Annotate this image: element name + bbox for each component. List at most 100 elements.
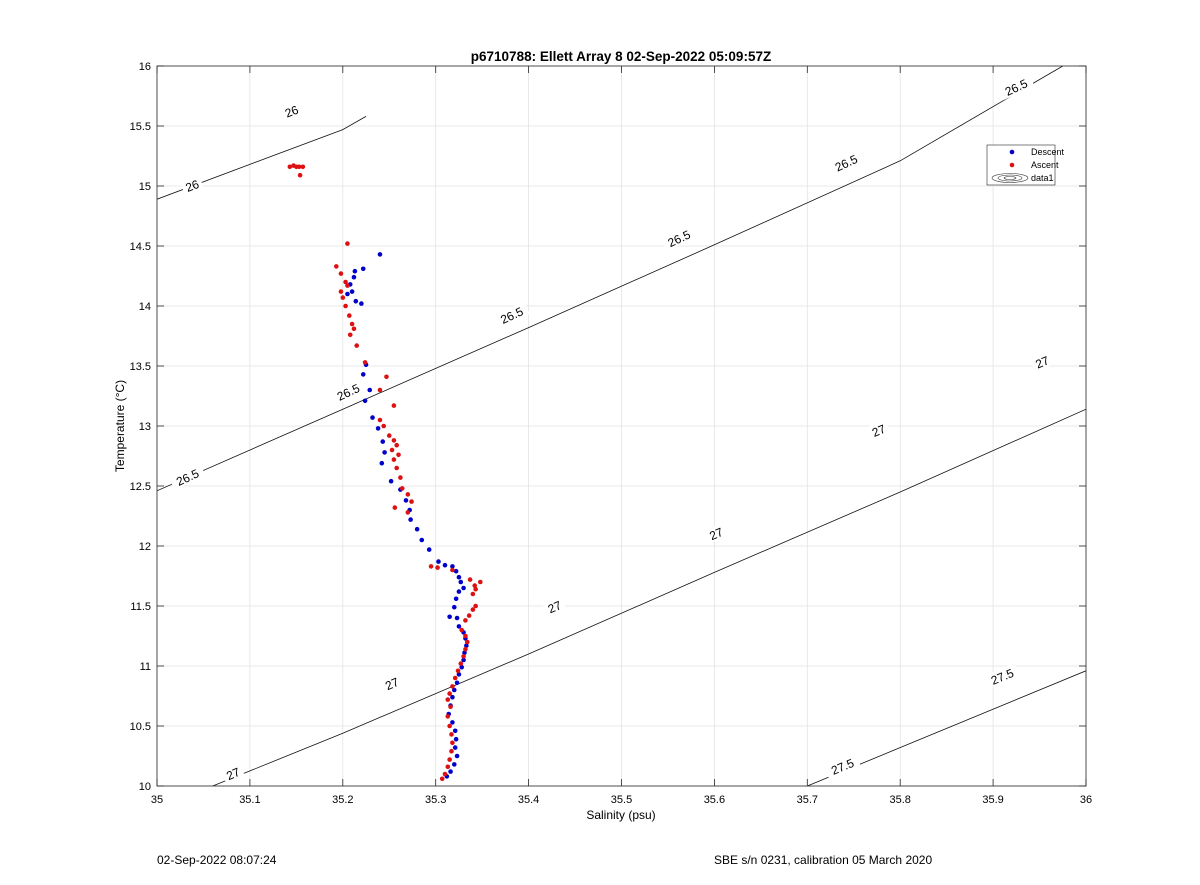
data-point-ascent (345, 241, 350, 246)
contour-label-bg (823, 752, 861, 779)
data-point-ascent (463, 633, 468, 639)
contour-label-bg (220, 762, 245, 784)
data-point-ascent (466, 613, 472, 618)
data-point-ascent (300, 164, 306, 170)
data-point-descent (448, 769, 453, 774)
contour-label-text: 27 (224, 765, 242, 783)
data-point-descent (351, 274, 357, 280)
data-point-descent (451, 762, 457, 767)
data-point-ascent (473, 603, 478, 609)
data-point-ascent (409, 499, 414, 504)
data-point-descent (377, 252, 383, 257)
data-point-descent (464, 643, 469, 648)
contour-label: 26 (279, 100, 304, 121)
data-point-descent (375, 426, 381, 431)
contour-label-text: 26 (283, 103, 301, 121)
data-point-descent (450, 564, 455, 569)
data-point-descent (456, 672, 462, 677)
data-point-descent (458, 579, 464, 585)
data-point-ascent (349, 321, 355, 327)
data-point-ascent (470, 591, 476, 597)
data-point-ascent (439, 776, 445, 782)
data-point-descent (462, 650, 467, 656)
data-point-descent (454, 680, 460, 686)
data-point-ascent (297, 172, 303, 178)
data-point-ascent (340, 295, 346, 300)
data-point-ascent (447, 691, 452, 696)
x-tick-label: 35.1 (239, 794, 260, 806)
data-point-descent (461, 657, 466, 663)
data-point-ascent (442, 771, 448, 777)
data-point-ascent (343, 279, 348, 285)
data-point-descent (452, 745, 458, 750)
contour-label-text: 27 (707, 525, 725, 543)
data-point-descent (353, 298, 359, 304)
data-point-descent (403, 498, 409, 503)
data-point-ascent (455, 668, 461, 674)
data-point-ascent (391, 438, 397, 443)
density-contour-labels: 262626.526.526.526.526.526.5272727272727… (168, 73, 1054, 784)
data-point-ascent (347, 332, 353, 338)
contour-line (212, 408, 1086, 786)
data-point-ascent (450, 684, 455, 689)
contour-label: 26 (180, 174, 204, 196)
data-point-descent (419, 537, 425, 543)
data-point-ascent (386, 433, 392, 438)
data-point-ascent (398, 475, 403, 480)
data-point-ascent (351, 326, 357, 332)
data-point-ascent (461, 654, 466, 659)
data-point-ascent (448, 704, 453, 710)
contour-label: 27 (866, 419, 891, 441)
data-point-descent (426, 547, 432, 552)
legend-label-descent: Descent (1031, 147, 1065, 157)
contour-label-bg (866, 419, 891, 441)
data-point-ascent (463, 618, 468, 623)
data-point-ascent (470, 607, 476, 612)
data-point-ascent (396, 452, 401, 458)
legend-label-data1: data1 (1031, 173, 1054, 183)
contour-label: 27 (542, 595, 567, 617)
contour-label-bg (542, 595, 567, 617)
data-point-ascent (362, 360, 368, 365)
contour-label: 27 (220, 762, 245, 784)
y-tick-label: 11 (140, 661, 151, 673)
y-tick-label: 16 (139, 61, 151, 73)
contour-label-bg (329, 377, 367, 406)
y-tick-label: 12.5 (130, 481, 151, 493)
y-tick-label: 10 (139, 781, 151, 793)
x-tick-label: 35.9 (982, 794, 1003, 806)
data-point-descent (451, 687, 457, 693)
contour-label-text: 27 (870, 422, 888, 440)
data-point-ascent (463, 646, 468, 652)
contour-label-bg (827, 148, 865, 176)
x-axis-label: Salinity (psu) (586, 808, 655, 822)
y-tick-label: 14.5 (130, 241, 151, 253)
data-point-ascent (333, 264, 339, 269)
calibration-footer: SBE s/n 0231, calibration 05 March 2020 (714, 853, 933, 867)
data-point-ascent (391, 457, 397, 462)
data-point-ascent (405, 510, 411, 515)
data-point-ascent (472, 583, 478, 588)
data-point-descent (379, 460, 385, 466)
data-point-ascent (458, 661, 464, 666)
data-point-ascent (447, 723, 452, 729)
data-point-descent (459, 664, 465, 670)
contour-label: 27 (1029, 351, 1054, 372)
x-tick-label: 35 (151, 794, 163, 806)
data-point-descent (454, 753, 460, 759)
data-point-descent (456, 574, 462, 580)
data-point-descent (454, 615, 460, 621)
data-point-ascent (450, 567, 455, 573)
y-tick-label: 11.5 (130, 601, 151, 613)
data-point-ascent (381, 423, 386, 429)
data-points (287, 163, 483, 782)
contour-label-bg (379, 672, 404, 694)
x-tick-label: 36 (1080, 794, 1092, 806)
data-point-ascent (467, 577, 473, 582)
data-point-ascent (354, 343, 360, 348)
data-point-descent (360, 266, 366, 272)
data-point-descent (370, 415, 375, 420)
data-point-ascent (477, 579, 483, 585)
data-point-ascent (296, 164, 302, 170)
data-point-ascent (450, 740, 455, 746)
